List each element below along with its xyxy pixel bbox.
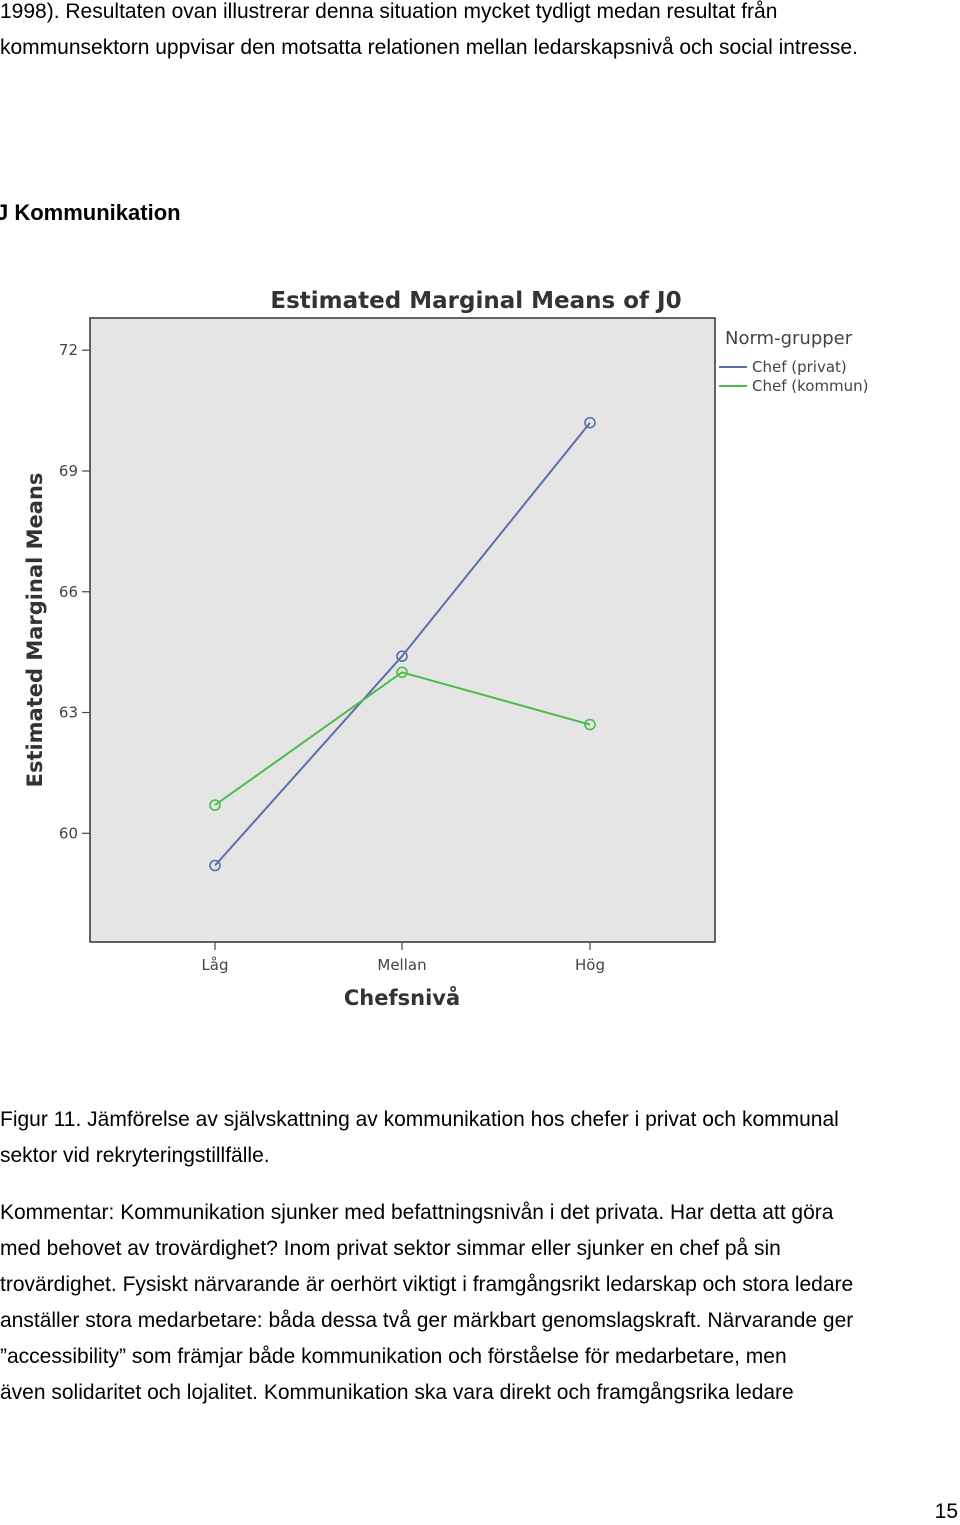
legend: Norm-grupper Chef (privat)Chef (kommun) bbox=[719, 328, 869, 395]
y-tick-label: 66 bbox=[59, 583, 78, 601]
y-axis-title: Estimated Marginal Means bbox=[23, 473, 47, 788]
chart-title: Estimated Marginal Means of J0 bbox=[270, 288, 681, 314]
text-line: Figur 11. Jämförelse av självskattning a… bbox=[0, 1108, 839, 1131]
data-point bbox=[396, 666, 408, 679]
x-axis: Låg Mellan Hög bbox=[201, 942, 605, 974]
data-point bbox=[209, 859, 221, 872]
line-chart: Estimated Marginal Means of J0 60 63 66 69 7… bbox=[23, 288, 869, 1010]
y-axis: 60 63 66 69 72 bbox=[59, 341, 90, 842]
x-tick-label: Mellan bbox=[377, 956, 426, 974]
legend-title: Norm-grupper bbox=[725, 328, 853, 349]
series-line bbox=[214, 422, 591, 867]
comment-paragraph: Kommentar: Kommunikation sjunker med bef… bbox=[0, 1195, 958, 1411]
intro-paragraph: 1998). Resultaten ovan illustrerar denna… bbox=[0, 0, 958, 66]
text-line: trovärdighet. Fysiskt närvarande är oerh… bbox=[0, 1273, 854, 1296]
y-tick-label: 69 bbox=[59, 462, 78, 480]
x-axis-title: Chefsnivå bbox=[344, 985, 460, 1010]
data-point bbox=[396, 650, 408, 663]
text-line: med behovet av trovärdighet? Inom privat… bbox=[0, 1237, 781, 1260]
x-tick-label: Hög bbox=[575, 956, 605, 974]
data-point bbox=[584, 718, 596, 731]
y-tick-label: 60 bbox=[59, 824, 78, 842]
y-tick-label: 72 bbox=[59, 341, 78, 359]
series-layer bbox=[209, 416, 596, 872]
data-point bbox=[584, 416, 596, 429]
text-line: ”accessibility” som främjar både kommuni… bbox=[0, 1345, 787, 1368]
legend-label: Chef (privat) bbox=[752, 358, 847, 376]
figure-caption: Figur 11. Jämförelse av självskattning a… bbox=[0, 1102, 958, 1174]
text-line: kommunsektorn uppvisar den motsatta rela… bbox=[0, 36, 858, 59]
text-line: 1998). Resultaten ovan illustrerar denna… bbox=[0, 0, 778, 23]
text-line: även solidaritet och lojalitet. Kommunik… bbox=[0, 1381, 794, 1404]
plot-area bbox=[89, 317, 716, 943]
text-line: Kommentar: Kommunikation sjunker med bef… bbox=[0, 1201, 834, 1224]
y-tick-label: 63 bbox=[59, 704, 78, 722]
data-point bbox=[209, 799, 221, 811]
section-heading: J Kommunikation bbox=[0, 200, 181, 225]
legend-label: Chef (kommun) bbox=[752, 377, 869, 395]
text-line: sektor vid rekryteringstillfälle. bbox=[0, 1144, 270, 1167]
x-tick-label: Låg bbox=[201, 956, 228, 974]
text-line: anställer stora medarbetare: båda dessa … bbox=[0, 1309, 854, 1332]
page-number: 15 bbox=[934, 1500, 958, 1523]
series-line bbox=[214, 671, 591, 806]
